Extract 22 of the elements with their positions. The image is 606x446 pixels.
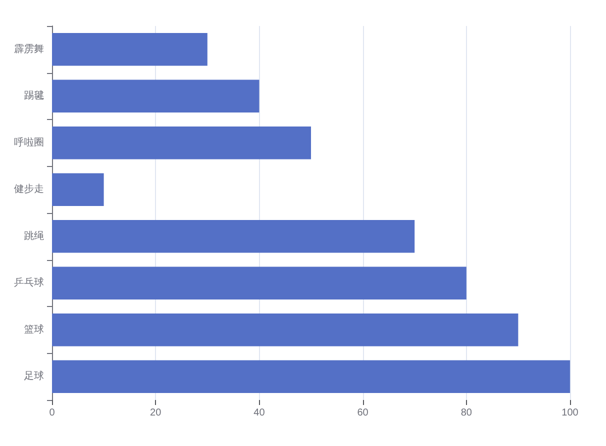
y-tick-label: 乒乓球 (14, 276, 44, 289)
y-tick-label: 篮球 (24, 323, 44, 336)
y-tick-label: 踢毽 (24, 90, 44, 102)
bar (52, 266, 466, 300)
x-tick-label: 60 (357, 408, 369, 418)
x-tick-label: 40 (254, 408, 266, 418)
x-tick-label: 0 (49, 408, 56, 418)
y-tick-label: 跳绳 (24, 230, 44, 242)
x-tick-label: 80 (460, 408, 472, 418)
y-tick-label: 健步走 (14, 183, 44, 196)
bar (52, 126, 311, 160)
x-tick-label: 100 (562, 408, 579, 418)
y-tick-label: 足球 (24, 370, 44, 382)
bar (52, 173, 104, 206)
bar (52, 80, 260, 112)
bar (52, 33, 208, 66)
bar (52, 360, 570, 393)
y-tick-label: 霹雳舞 (14, 42, 44, 55)
bar (52, 220, 415, 253)
x-tick-label: 20 (150, 408, 162, 418)
y-tick-label: 呼啦圈 (14, 136, 44, 148)
bar (52, 314, 518, 346)
